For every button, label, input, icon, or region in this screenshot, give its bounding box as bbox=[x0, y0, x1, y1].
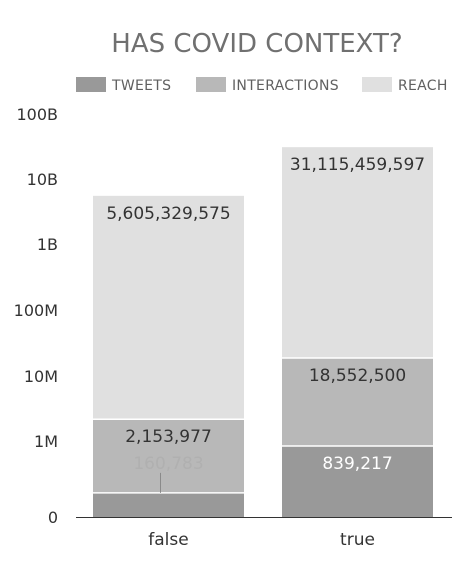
bar-true-reach bbox=[282, 147, 433, 359]
bar-false-reach bbox=[93, 195, 244, 420]
y-tick-label: 1M bbox=[34, 432, 58, 451]
legend-label-reach: REACH bbox=[398, 78, 448, 94]
legend-label-tweets: TWEETS bbox=[111, 78, 171, 94]
data-label-false-reach: 5,605,329,575 bbox=[106, 204, 230, 224]
data-labels: 160,783 2,153,977 5,605,329,575 839,217 18,5… bbox=[106, 155, 425, 493]
chart-title: HAS COVID CONTEXT? bbox=[111, 29, 402, 59]
bar-true-tweets bbox=[282, 445, 433, 517]
y-tick-label: 1B bbox=[37, 235, 58, 254]
legend-swatch-tweets bbox=[76, 77, 106, 92]
y-tick-label: 0 bbox=[48, 508, 58, 527]
data-label-false-tweets: 160,783 bbox=[133, 454, 203, 474]
legend-swatch-interactions bbox=[196, 77, 226, 92]
y-tick-label: 100B bbox=[16, 105, 58, 124]
data-label-true-tweets: 839,217 bbox=[322, 454, 392, 474]
legend-swatch-reach bbox=[362, 77, 392, 92]
x-tick-label: false bbox=[148, 530, 188, 550]
y-tick-label: 10B bbox=[27, 170, 58, 189]
data-label-true-reach: 31,115,459,597 bbox=[290, 155, 425, 175]
legend-label-interactions: INTERACTIONS bbox=[232, 78, 339, 94]
y-tick-label: 100M bbox=[14, 301, 58, 320]
bar-true-interactions bbox=[282, 358, 433, 446]
data-label-true-interactions: 18,552,500 bbox=[309, 366, 406, 386]
bars bbox=[93, 147, 433, 517]
x-tick-label: true bbox=[340, 530, 375, 550]
data-label-false-interactions: 2,153,977 bbox=[125, 427, 212, 447]
legend: TWEETS INTERACTIONS REACH bbox=[76, 77, 448, 94]
y-axis: 0 1M 10M 100M 1B 10B 100B false true bbox=[14, 105, 452, 550]
bar-false-interactions bbox=[93, 419, 244, 493]
bar-false-tweets bbox=[93, 492, 244, 517]
y-tick-label: 10M bbox=[24, 367, 58, 386]
